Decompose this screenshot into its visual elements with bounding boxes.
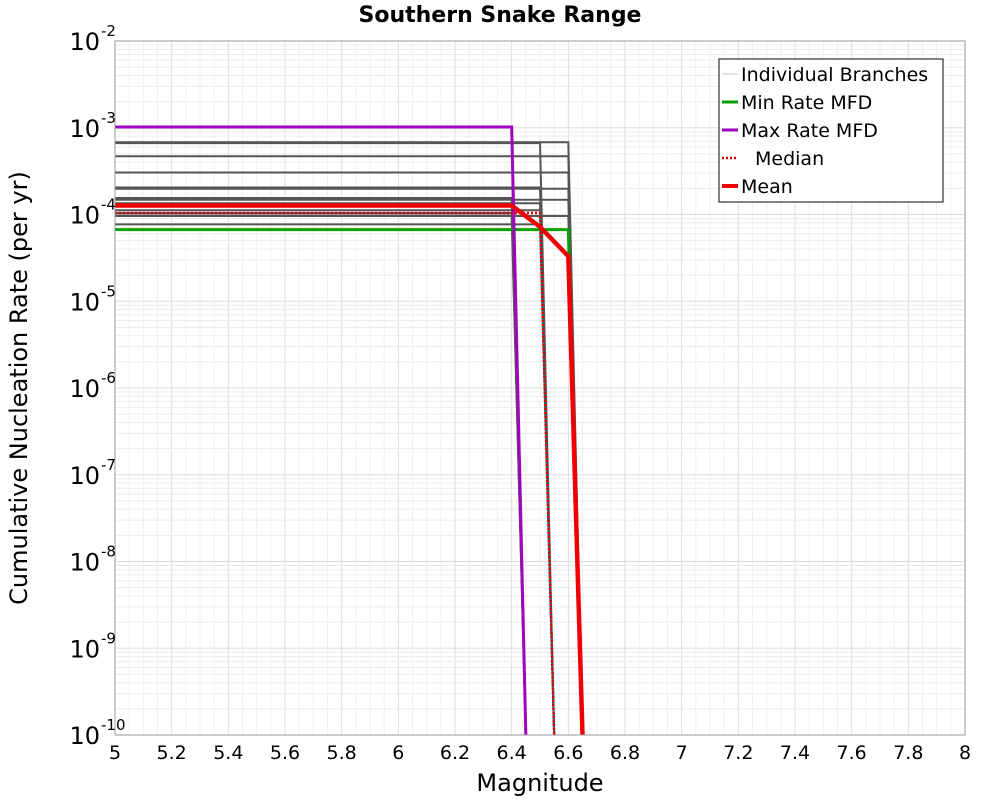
y-tick-label: 10 -6 [69, 369, 116, 403]
plot-frame [114, 40, 966, 736]
y-tick-label: 10 -2 [69, 22, 116, 56]
x-tick-label: 6.8 [610, 742, 640, 764]
y-tick-exponent: -7 [101, 456, 116, 474]
x-tick-label: 5 [109, 742, 121, 764]
y-tick-base: 10 [69, 549, 100, 577]
y-tick-label: 10 -10 [69, 716, 125, 750]
legend-box [718, 58, 944, 203]
y-tick-exponent: -9 [101, 629, 116, 647]
y-tick-label: 10 -9 [69, 629, 116, 663]
legend-label: Individual Branches [741, 64, 928, 86]
chart-title: Southern Snake Range [359, 3, 642, 28]
x-tick-label: 8 [959, 742, 971, 764]
series-lines [115, 125, 585, 736]
y-tick-base: 10 [69, 635, 100, 663]
y-tick-exponent: -10 [101, 716, 126, 734]
branch-line [115, 186, 556, 736]
x-tick-label: 7.4 [780, 742, 810, 764]
legend: Individual Branches Min Rate MFD Max Rate … [718, 58, 944, 203]
x-tick-label: 7.2 [723, 742, 753, 764]
y-tick-label: 10 -7 [69, 456, 116, 490]
x-axis-label: Magnitude [476, 769, 603, 797]
y-tick-base: 10 [69, 115, 100, 143]
y-tick-exponent: -5 [101, 282, 116, 300]
branch-line [115, 142, 556, 736]
series-line-mean [115, 203, 585, 736]
y-tick-base: 10 [69, 28, 100, 56]
branch-line [115, 196, 527, 736]
y-tick-base: 10 [69, 288, 100, 316]
series-line-max-rate-mfd [115, 125, 528, 736]
y-tick-exponent: -6 [101, 369, 116, 387]
x-tick-label: 7.8 [893, 742, 923, 764]
x-tick-label: 5.8 [327, 742, 357, 764]
y-tick-base: 10 [69, 375, 100, 403]
x-tick-label: 6.4 [497, 742, 527, 764]
legend-label: Min Rate MFD [741, 92, 872, 114]
x-tick-label: 6.6 [553, 742, 583, 764]
y-tick-base: 10 [69, 462, 100, 490]
x-tick-label: 6.2 [440, 742, 470, 764]
legend-label: Mean [741, 176, 793, 198]
y-tick-base: 10 [69, 202, 100, 230]
y-tick-base: 10 [69, 722, 100, 750]
x-tick-label: 5.6 [270, 742, 300, 764]
y-tick-label: 10 -3 [69, 109, 116, 143]
y-tick-exponent: -8 [101, 543, 116, 561]
y-axis-label: Cumulative Nucleation Rate (per yr) [5, 171, 33, 605]
y-tick-exponent: -3 [101, 109, 116, 127]
y-tick-label: 10 -8 [69, 543, 116, 577]
branch-line [115, 202, 556, 736]
x-tick-label: 5.4 [213, 742, 243, 764]
legend-label: Max Rate MFD [741, 120, 878, 142]
x-tick-label: 6 [392, 742, 404, 764]
y-tick-exponent: -2 [101, 22, 116, 40]
branch-lines [115, 141, 584, 736]
x-tick-labels: 5 5.2 5.4 5.6 5.8 6 6.2 6.4 6.6 6.8 7 7.2 7.4 7.6 7.8 8 [109, 742, 971, 764]
branch-line [115, 198, 584, 736]
x-tick-label: 5.2 [157, 742, 187, 764]
x-tick-label: 7.6 [837, 742, 867, 764]
y-tick-exponent: -4 [101, 196, 116, 214]
y-tick-label: 10 -5 [69, 282, 116, 316]
legend-label: Median [755, 148, 824, 170]
x-tick-label: 7 [676, 742, 688, 764]
y-tick-label: 10 -4 [69, 196, 116, 230]
